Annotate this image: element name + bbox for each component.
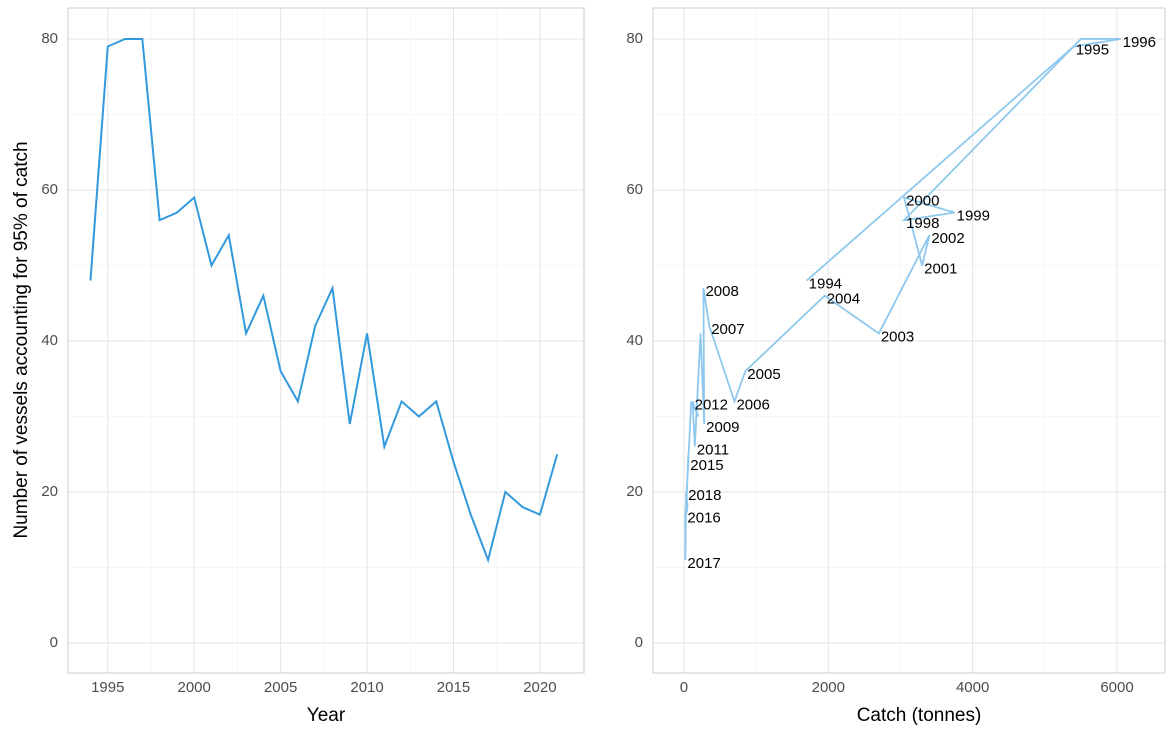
x-tick-label: 0 [680,679,688,696]
point-label: 2006 [736,396,769,413]
point-label: 2008 [705,283,738,300]
y-tick-label: 0 [635,634,643,651]
line [89,37,559,564]
point-label: 1995 [1076,41,1109,58]
x-tick-label: 2015 [437,679,470,696]
point-label: 2009 [706,419,739,436]
y-tick-label: 20 [41,483,58,500]
y-tick-label: 80 [626,30,643,47]
point-label: 2011 [697,442,729,459]
point-label: 2003 [881,328,914,345]
point-label: 2007 [711,321,744,338]
point-label: 2015 [690,457,723,474]
y-tick-label: 60 [41,181,58,198]
point-label: 2018 [688,487,721,504]
point-label: 1999 [957,208,990,225]
point-label: 2017 [687,555,720,572]
x-tick-label: 4000 [956,679,989,696]
point-label: 1998 [906,215,939,232]
y-tick-label: 0 [50,634,58,651]
y-tick-label: 80 [41,30,58,47]
x-tick-label: 2000 [812,679,845,696]
point-label: 2002 [931,230,964,247]
point-label: 2000 [906,192,939,209]
y-tick-label: 40 [41,332,58,349]
point-label: 2005 [747,366,780,383]
point-label: 2016 [687,510,720,527]
y-axis-title: Number of vessels accounting for 95% of … [11,141,32,538]
x-tick-label: 6000 [1100,679,1133,696]
x-tick-label: 2010 [350,679,383,696]
panel-border [67,7,585,674]
point-label: 2004 [827,291,860,308]
x-tick-label: 2000 [178,679,211,696]
point-label: 1994 [809,276,842,293]
point-label: 2001 [924,260,957,277]
x-axis-title: Catch (tonnes) [857,705,982,726]
x-axis-title: Year [307,705,346,726]
x-tick-label: 2020 [523,679,556,696]
panel-border [652,7,1166,674]
y-tick-label: 60 [626,181,643,198]
x-tick-label: 1995 [91,679,124,696]
y-tick-label: 40 [626,332,643,349]
point-label: 2012 [695,396,728,413]
point-label: 1996 [1123,34,1156,51]
y-tick-label: 20 [626,483,643,500]
connected-path [684,38,1121,560]
x-tick-label: 2005 [264,679,297,696]
